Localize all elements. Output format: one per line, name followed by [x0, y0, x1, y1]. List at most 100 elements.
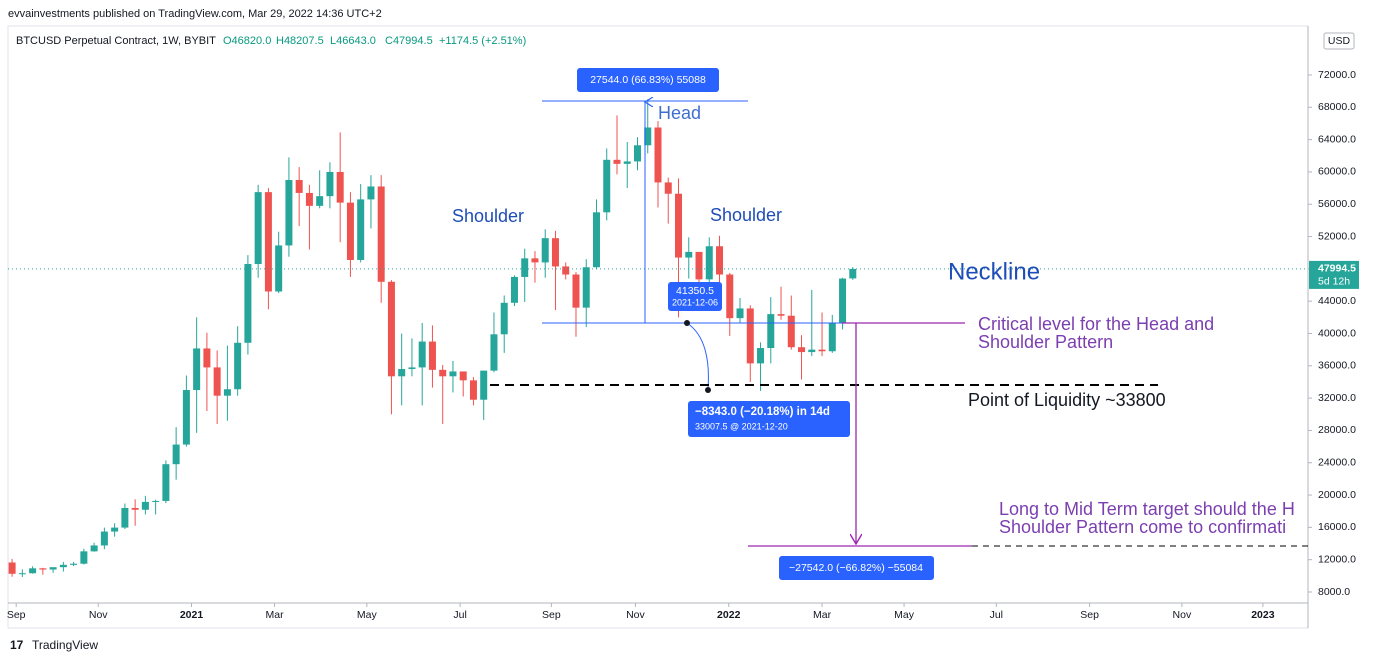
candle-body — [808, 349, 816, 353]
y-tick-label: 72000.0 — [1318, 69, 1356, 81]
x-tick-label: 2023 — [1251, 609, 1275, 621]
candle-body — [305, 192, 313, 206]
candle-body — [736, 308, 744, 319]
candle-body — [326, 171, 334, 197]
candle-body — [254, 192, 262, 265]
candle-body — [8, 562, 16, 574]
candle-body — [562, 266, 570, 275]
neckline-label: Neckline — [948, 258, 1040, 285]
ohlc-change: +1174.5 (+2.51%) — [439, 35, 526, 47]
candle-body — [664, 182, 672, 194]
drop-arrow — [686, 322, 709, 389]
candle-body — [469, 380, 477, 400]
candle-body — [449, 371, 457, 377]
candle-body — [839, 278, 847, 323]
candle-body — [377, 186, 385, 282]
candle-body — [121, 507, 129, 528]
candle-body — [70, 563, 78, 565]
point — [684, 320, 690, 326]
candle-body — [551, 238, 559, 267]
candle-body — [234, 342, 242, 390]
head-label: Head — [658, 103, 701, 123]
candle-body — [39, 568, 47, 570]
candle-body — [111, 527, 119, 532]
y-tick-label: 8000.0 — [1318, 586, 1350, 598]
candle-body — [828, 322, 836, 352]
candle-body — [141, 501, 149, 510]
measure-box — [577, 68, 719, 92]
candle-body — [439, 369, 447, 377]
y-tick-label: 24000.0 — [1318, 457, 1356, 469]
x-tick-label: 2022 — [717, 609, 741, 621]
published: evvainvestments published on TradingView… — [8, 8, 382, 20]
candle-body — [531, 258, 539, 263]
candle-body — [59, 564, 67, 568]
axes: 8000.0 12000.0 16000.0 20000.0 24000.0 28000.… — [7, 69, 1359, 621]
candle-body — [244, 264, 252, 343]
candle-body — [623, 161, 631, 164]
candle-body — [316, 196, 324, 206]
y-tick-label: 60000.0 — [1318, 166, 1356, 178]
candle-body — [572, 274, 580, 308]
candle-body — [675, 193, 683, 258]
x-tick-label: 2021 — [180, 609, 204, 621]
point-box — [668, 282, 722, 311]
ohlc-open: O46820.0 — [223, 35, 271, 47]
x-tick-label: May — [894, 609, 915, 621]
candle-body — [746, 308, 754, 364]
candle-body — [80, 551, 88, 564]
candle-body — [172, 444, 180, 465]
candle-body — [695, 251, 703, 280]
ohlc-close: C47994.5 — [385, 35, 433, 47]
candle-body — [285, 180, 293, 246]
candle-body — [203, 348, 211, 368]
candle-body — [726, 274, 734, 319]
x-tick-label: Sep — [1080, 609, 1099, 621]
candle-body — [275, 245, 283, 292]
candle-body — [633, 145, 641, 162]
x-tick-label: Jul — [453, 609, 466, 621]
y-tick-label: 68000.0 — [1318, 101, 1356, 113]
candle-body — [49, 567, 57, 570]
drawings: Head Shoulder Shoulder Neckline Critical… — [452, 68, 1308, 580]
critical-label: Shoulder Pattern — [978, 332, 1113, 352]
candle-body — [644, 127, 652, 146]
x-tick-label: Nov — [1173, 609, 1192, 621]
candle-body — [603, 159, 611, 213]
candle-body — [716, 246, 724, 275]
shoulder-label: Shoulder — [710, 205, 782, 225]
currency: USD — [1328, 35, 1351, 47]
candle-body — [398, 369, 406, 377]
x-tick-label: Sep — [542, 609, 561, 621]
candle-body — [787, 315, 795, 348]
measure-sub: 33007.5 @ 2021-12-20 — [695, 421, 788, 431]
critical-label: Critical level for the Head and — [978, 314, 1214, 334]
measure-label: 27544.0 (66.83%) 55088 — [590, 74, 706, 86]
candle-body — [654, 127, 662, 183]
x-tick-label: Nov — [626, 609, 645, 621]
candles — [8, 99, 1308, 578]
candle-body — [182, 390, 190, 445]
target-label: Shoulder Pattern come to confirmati — [999, 517, 1286, 537]
candle-body — [685, 251, 693, 258]
last-price-box — [1309, 260, 1359, 289]
point-label: 41350.5 — [676, 285, 714, 297]
point-date: 2021-12-06 — [672, 297, 718, 307]
countdown: 5d 12h — [1318, 276, 1350, 288]
candle-body — [767, 314, 775, 349]
candle-body — [346, 202, 354, 260]
candle-body — [818, 349, 826, 352]
candle-body — [90, 545, 98, 552]
x-tick-label: Jul — [990, 609, 1003, 621]
x-tick-label: May — [357, 609, 378, 621]
candle-body — [152, 500, 160, 502]
ohlc-low: L46643.0 — [330, 35, 376, 47]
y-tick-label: 20000.0 — [1318, 489, 1356, 501]
y-tick-label: 44000.0 — [1318, 295, 1356, 307]
candle-body — [131, 507, 139, 510]
candle-body — [849, 268, 857, 279]
candle-body — [592, 212, 600, 268]
logo: 17 — [10, 638, 24, 652]
y-tick-label: 12000.0 — [1318, 553, 1356, 565]
